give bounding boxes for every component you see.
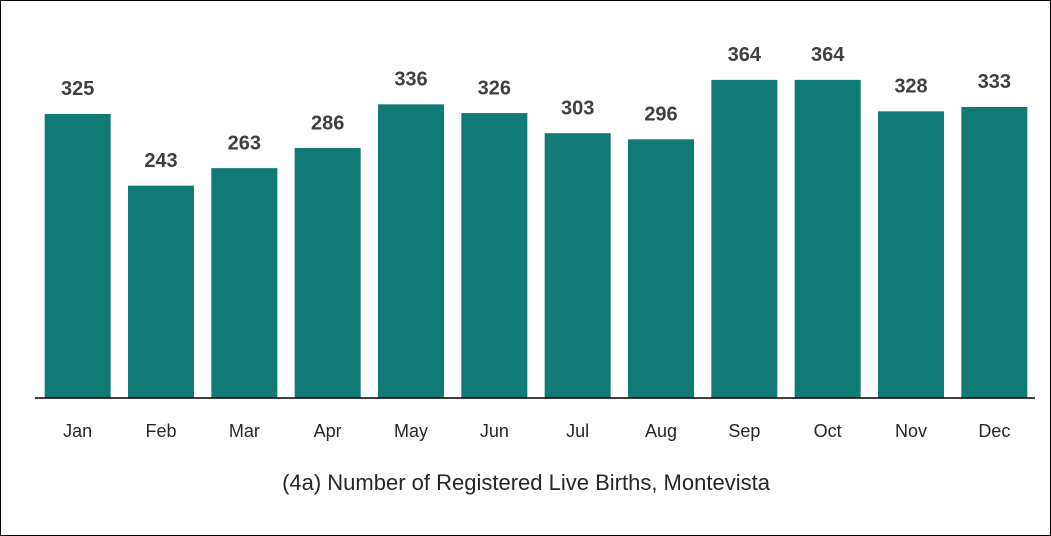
bar [544, 133, 611, 399]
value-label: 364 [728, 44, 762, 66]
x-tick-label: Mar [229, 421, 260, 441]
value-label: 333 [978, 71, 1011, 93]
x-tick-label: Jul [566, 421, 589, 441]
x-tick-label: May [394, 421, 428, 441]
value-label: 325 [61, 78, 94, 100]
x-tick-label: Jun [480, 421, 509, 441]
value-label: 243 [144, 150, 177, 172]
value-label: 296 [644, 104, 677, 126]
chart-title: (4a) Number of Registered Live Births, M… [282, 470, 771, 495]
bar [628, 139, 694, 398]
bar [128, 185, 194, 398]
value-label: 364 [811, 44, 845, 66]
x-tick-label: Sep [728, 421, 760, 441]
bar [378, 104, 444, 398]
bar [961, 106, 1028, 398]
x-tick-label: Dec [978, 421, 1010, 441]
x-tick-label: Apr [314, 421, 342, 441]
x-tick-label: Oct [814, 421, 842, 441]
bar [44, 113, 111, 398]
value-label: 326 [478, 77, 511, 99]
value-label: 336 [394, 69, 427, 91]
bar [794, 79, 861, 398]
x-tick-label: Aug [645, 421, 677, 441]
x-tick-label: Jan [63, 421, 92, 441]
bar [211, 168, 278, 398]
value-label: 286 [311, 112, 344, 134]
bar [461, 113, 528, 399]
bar [711, 79, 778, 398]
value-label: 263 [228, 132, 261, 154]
bar [294, 148, 361, 398]
value-label: 328 [894, 76, 927, 98]
value-label: 303 [561, 97, 594, 119]
bar [878, 111, 944, 398]
x-tick-label: Nov [895, 421, 927, 441]
x-tick-label: Feb [145, 421, 176, 441]
